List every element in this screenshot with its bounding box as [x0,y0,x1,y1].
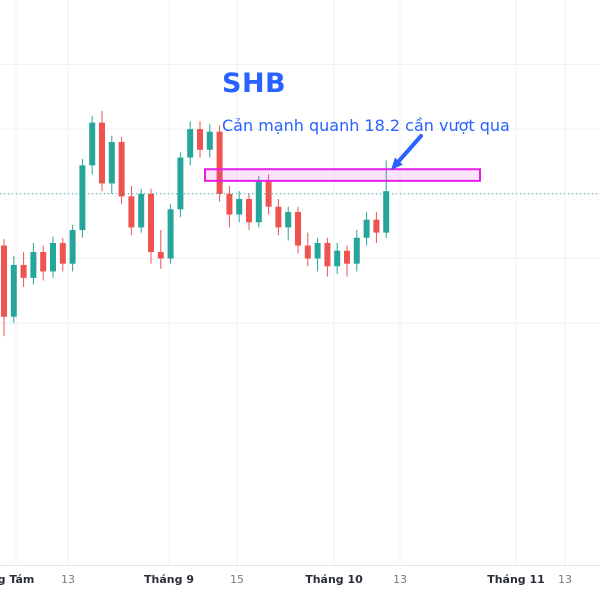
candle-body-up [138,193,145,228]
candle-body-down [1,245,7,317]
candle-body-down [20,264,27,278]
candle-body-up [363,219,370,238]
candle-body-up [383,191,390,233]
candle-body-down [59,242,66,264]
candle-body-up [353,237,360,264]
candle-body-up [206,131,213,150]
candle-body-down [40,252,47,272]
time-axis[interactable]: g Tám 13 Tháng 9 15 Tháng 10 13 Tháng 11 13 [0,565,600,600]
candle-body-up [334,250,341,267]
candle-body-down [275,206,282,228]
candle-body-down [99,122,105,184]
candle-body-down [226,193,233,215]
candle-body-up [255,180,262,223]
arrow-annotation-head[interactable] [391,157,403,170]
candle-body-up [69,230,76,264]
time-axis-label: Tháng 10 [305,573,363,586]
resistance-annotation-text[interactable]: Cản mạnh quanh 18.2 cần vượt qua [222,116,510,135]
candle-body-down [295,211,301,246]
candle-body-down [216,131,223,194]
candle-body-up [177,157,184,210]
symbol-title-annotation[interactable]: SHB [222,68,287,99]
candle-body-up [285,211,292,228]
candle-body-up [89,122,96,166]
candle-body-down [246,198,252,223]
candle-body-up [30,252,37,278]
time-axis-label: Tháng 9 [144,573,194,586]
candle-body-up [79,165,86,231]
resistance-zone-box[interactable] [204,168,481,182]
candle-body-down [118,142,125,197]
candle-body-up [236,198,243,215]
time-axis-label: 13 [61,573,75,586]
candle-body-down [148,193,154,253]
candle-body-down [344,250,350,264]
candle-body-up [108,142,115,184]
candle-body-up [50,242,56,272]
time-axis-label: 13 [393,573,407,586]
time-axis-label: 13 [558,573,572,586]
time-axis-label: Tháng 11 [487,573,545,586]
time-axis-label: 15 [230,573,244,586]
candle-body-down [157,252,164,259]
candle-body-down [324,242,331,267]
candle-body-down [128,196,135,228]
candle-body-down [304,245,311,259]
candle-body-down [373,219,380,233]
candle-body-down [197,129,203,150]
arrow-annotation-shaft[interactable] [393,134,423,167]
candle-body-up [187,129,194,158]
candle-body-up [167,209,174,259]
candle-body-up [314,242,321,259]
time-axis-label: g Tám [0,573,35,586]
candle-body-up [10,264,17,317]
